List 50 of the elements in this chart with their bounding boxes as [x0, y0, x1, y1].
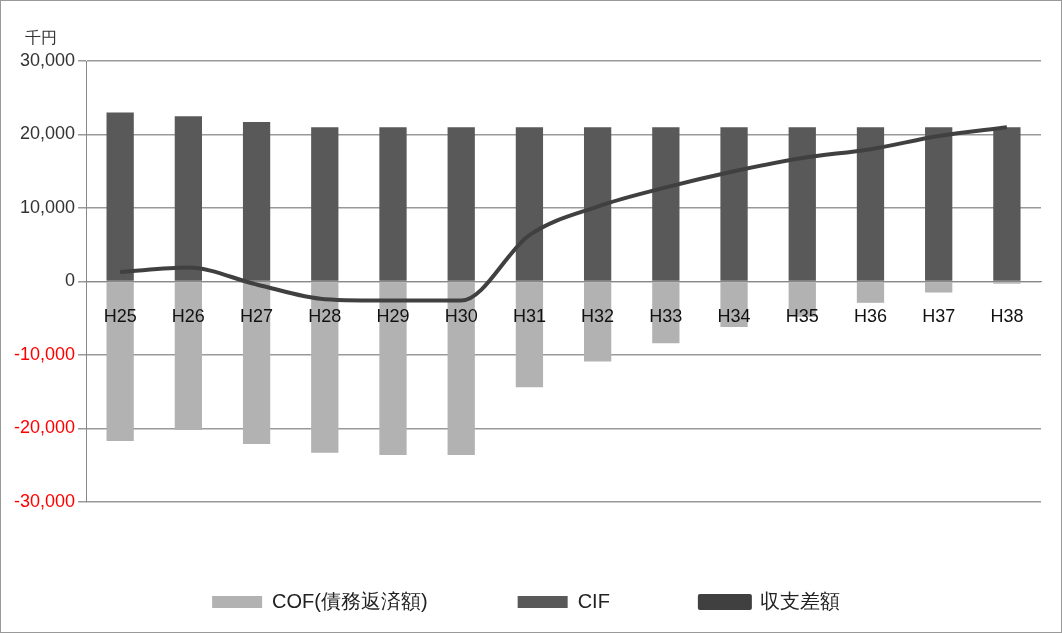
bar	[993, 127, 1021, 281]
x-tick-label: H33	[649, 306, 683, 327]
bar	[720, 127, 748, 281]
bar	[925, 282, 953, 293]
x-tick-label: H26	[171, 306, 205, 327]
bar	[174, 282, 203, 430]
bar	[925, 127, 953, 281]
bar	[515, 127, 544, 281]
y-tick-label: -30,000	[13, 490, 76, 511]
x-tick-label: H37	[922, 306, 956, 327]
bar	[106, 282, 134, 441]
y-tick-label: 20,000	[19, 123, 76, 144]
x-tick-label: H29	[376, 306, 410, 327]
y-tick-label: 0	[65, 270, 76, 291]
x-tick-label: H31	[512, 306, 546, 327]
bar	[515, 282, 544, 388]
y-tick-label: -20,000	[13, 417, 76, 438]
bar	[788, 127, 816, 281]
x-tick-label: H25	[103, 306, 137, 327]
bar	[856, 127, 885, 281]
bar	[379, 282, 407, 455]
bar	[311, 282, 339, 453]
bar	[379, 127, 407, 281]
x-tick-label: H35	[785, 306, 819, 327]
x-tick-label: H36	[853, 306, 887, 327]
line-series	[118, 125, 1009, 303]
x-tick-label: H27	[240, 306, 274, 327]
y-tick-label: 10,000	[19, 196, 76, 217]
bar	[652, 127, 680, 281]
x-tick-label: H38	[990, 306, 1024, 327]
bar	[583, 127, 612, 281]
bar	[106, 112, 134, 281]
bar	[174, 116, 203, 281]
x-tick-label: H30	[444, 306, 478, 327]
legend-label: 収支差額	[759, 589, 840, 612]
legend-label: CIF	[577, 589, 610, 612]
y-tick-label: -10,000	[13, 343, 76, 364]
legend-label: COF(債務返済額)	[272, 589, 428, 612]
x-tick-label: H32	[581, 306, 615, 327]
bar	[242, 282, 271, 444]
bar	[856, 282, 885, 303]
x-tick-label: H34	[717, 306, 751, 327]
y-axis-title: 千円	[25, 28, 57, 48]
bar	[447, 282, 475, 455]
bar	[311, 127, 339, 281]
y-tick-label: 30,000	[19, 49, 76, 70]
bar	[447, 127, 475, 281]
bar	[583, 282, 612, 362]
bar	[242, 122, 271, 281]
x-tick-label: H28	[308, 306, 342, 327]
